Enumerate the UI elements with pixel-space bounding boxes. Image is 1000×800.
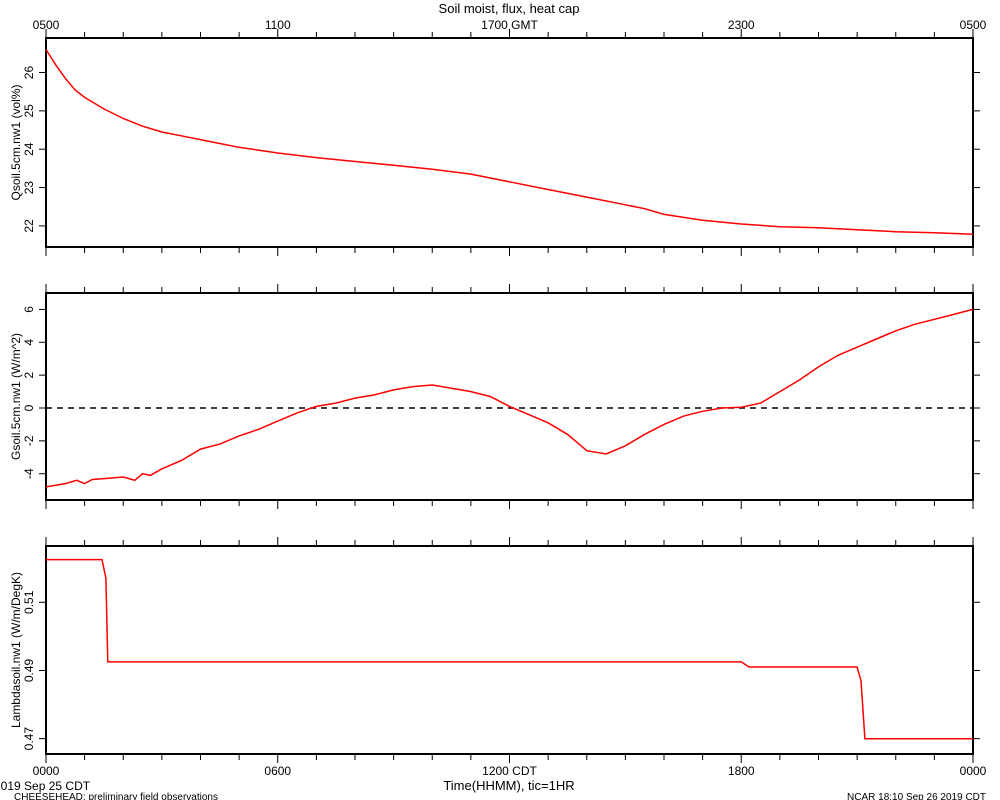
y-tick-label: -2 [22,435,36,446]
x-axis-label: Time(HHMM), tic=1HR [443,778,574,793]
plot-frame [45,37,974,248]
y-axis-label: Gsoil.5cm.nw1 (W/m^2) [9,333,23,460]
footer-note: CHEESEHEAD: preliminary field observatio… [14,792,218,800]
y-tick-label: 24 [22,142,36,156]
y-tick-label: 6 [22,306,36,313]
top-axis-tick-label: 1100 [265,18,291,32]
y-tick-label: 4 [22,339,36,346]
y-tick-label: 0 [22,404,36,411]
chart-panel-1: 22 23 24 25 26 Qsoil.5cm.nw1 (vol%) [9,29,980,256]
x-tick-label: 1200 CDT [482,764,537,778]
plot-frame [45,292,974,501]
series-line [45,49,974,236]
y-tick-label: -4 [22,468,36,479]
y-tick-label: 2 [22,371,36,378]
chart-panel-2: -4 -2 0 2 4 6 Gsoil.5cm.nw1 (W/m^2) [9,284,980,509]
y-tick-label: 26 [22,66,36,80]
y-tick-label: 0.49 [22,658,36,682]
footer-timestamp: NCAR 18:10 Sep 26 2019 CDT [847,792,986,800]
top-axis-tick-label: 0500 [960,18,987,32]
y-axis-label: Lambdasoil.nw1 (W/m/DegK) [9,572,23,728]
x-tick-label: 1800 [728,764,755,778]
y-tick-label: 23 [22,181,36,195]
x-tick-label: 0000 [960,764,987,778]
series-line [46,558,973,740]
top-axis-tick-label: 2300 [728,18,755,32]
top-axis-tick-label: 1700 GMT [481,18,538,32]
x-tick-label: 0600 [264,764,291,778]
y-tick-label: 22 [22,219,36,233]
y-tick-label: 0.47 [22,727,36,751]
y-tick-label: 25 [22,104,36,118]
series-line [45,308,974,488]
x-tick-label: 0000 [33,764,60,778]
chart-title: Soil moist, flux, heat cap [439,1,580,16]
top-axis-tick-label: 0500 [33,18,60,32]
y-tick-label: 0.51 [22,590,36,614]
y-axis-label: Qsoil.5cm.nw1 (vol%) [9,84,23,200]
footer-date: 2019 Sep 25 CDT [0,779,91,793]
plot-frame [45,545,974,755]
